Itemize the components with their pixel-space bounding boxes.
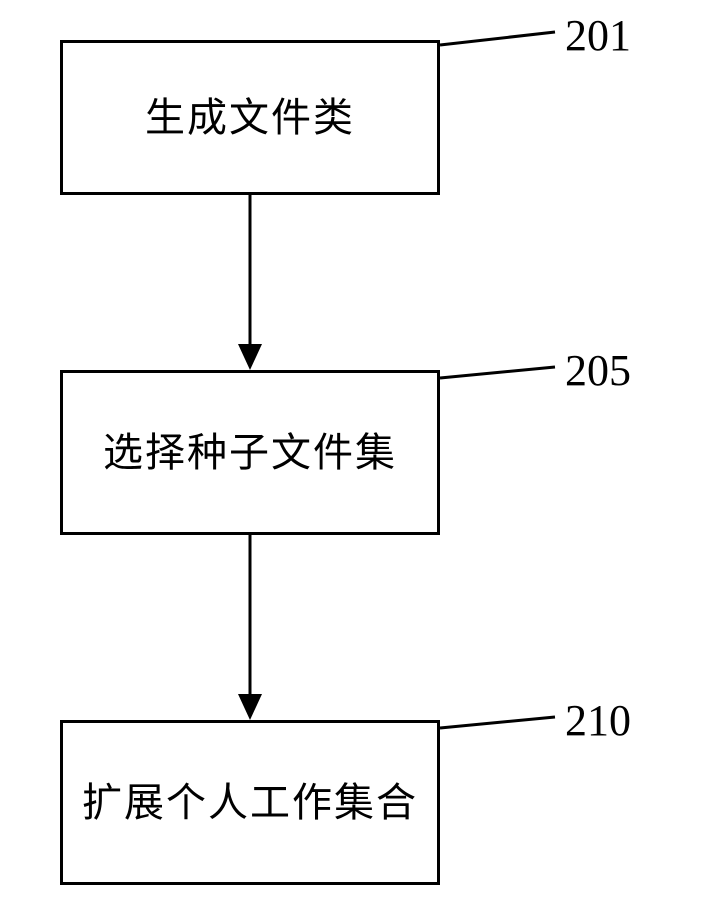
leader-line [0, 0, 721, 918]
flow-node-ref-210: 210 [565, 695, 631, 746]
flowchart-canvas: 生成文件类 201 选择种子文件集 205 扩展个人工作集合 210 [0, 0, 721, 918]
